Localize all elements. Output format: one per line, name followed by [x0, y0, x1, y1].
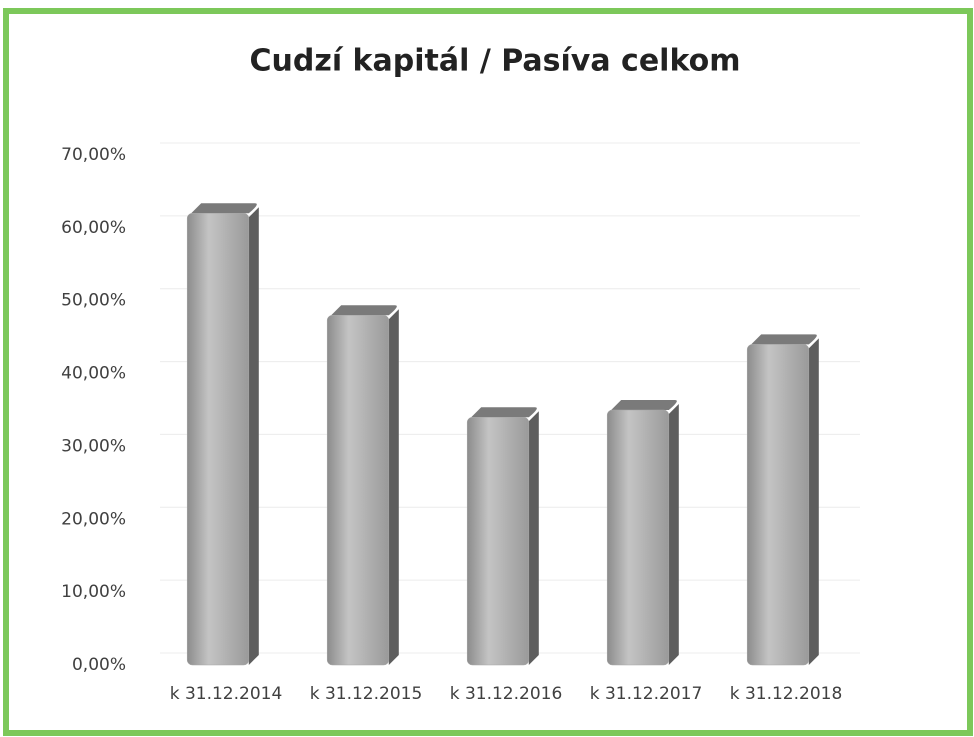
bar-top — [611, 400, 677, 410]
y-tick-label: 30,00% — [61, 436, 126, 456]
x-tick-label: k 31.12.2018 — [730, 684, 843, 704]
bar-top — [751, 334, 817, 345]
bar-top — [331, 305, 397, 316]
bar-side — [668, 404, 679, 665]
bar-face — [466, 417, 530, 666]
bar — [466, 407, 539, 666]
bar-side — [528, 411, 539, 665]
x-tick-label: k 31.12.2016 — [450, 684, 563, 704]
bar-side — [388, 309, 399, 665]
y-tick-label: 0,00% — [72, 655, 126, 675]
y-tick-label: 70,00% — [61, 145, 126, 165]
y-tick-label: 40,00% — [61, 364, 126, 384]
chart-title: Cudzí kapitál / Pasíva celkom — [250, 44, 741, 79]
bar-face — [326, 315, 390, 666]
bar-side — [248, 207, 259, 666]
bar-top — [191, 203, 257, 214]
bar — [186, 203, 259, 666]
y-tick-label: 60,00% — [61, 218, 126, 238]
bar-side — [808, 338, 819, 665]
bar-face — [606, 409, 670, 666]
x-tick-label: k 31.12.2015 — [310, 684, 423, 704]
bar — [326, 305, 399, 666]
y-tick-label: 20,00% — [61, 509, 126, 529]
bar-face — [746, 344, 810, 666]
bar-face — [186, 213, 250, 666]
bar — [746, 334, 819, 666]
y-tick-label: 50,00% — [61, 291, 126, 311]
bar-top — [471, 407, 537, 418]
y-tick-label: 10,00% — [61, 582, 126, 602]
x-tick-label: k 31.12.2014 — [170, 684, 283, 704]
bar — [606, 400, 679, 666]
x-tick-label: k 31.12.2017 — [590, 684, 703, 704]
